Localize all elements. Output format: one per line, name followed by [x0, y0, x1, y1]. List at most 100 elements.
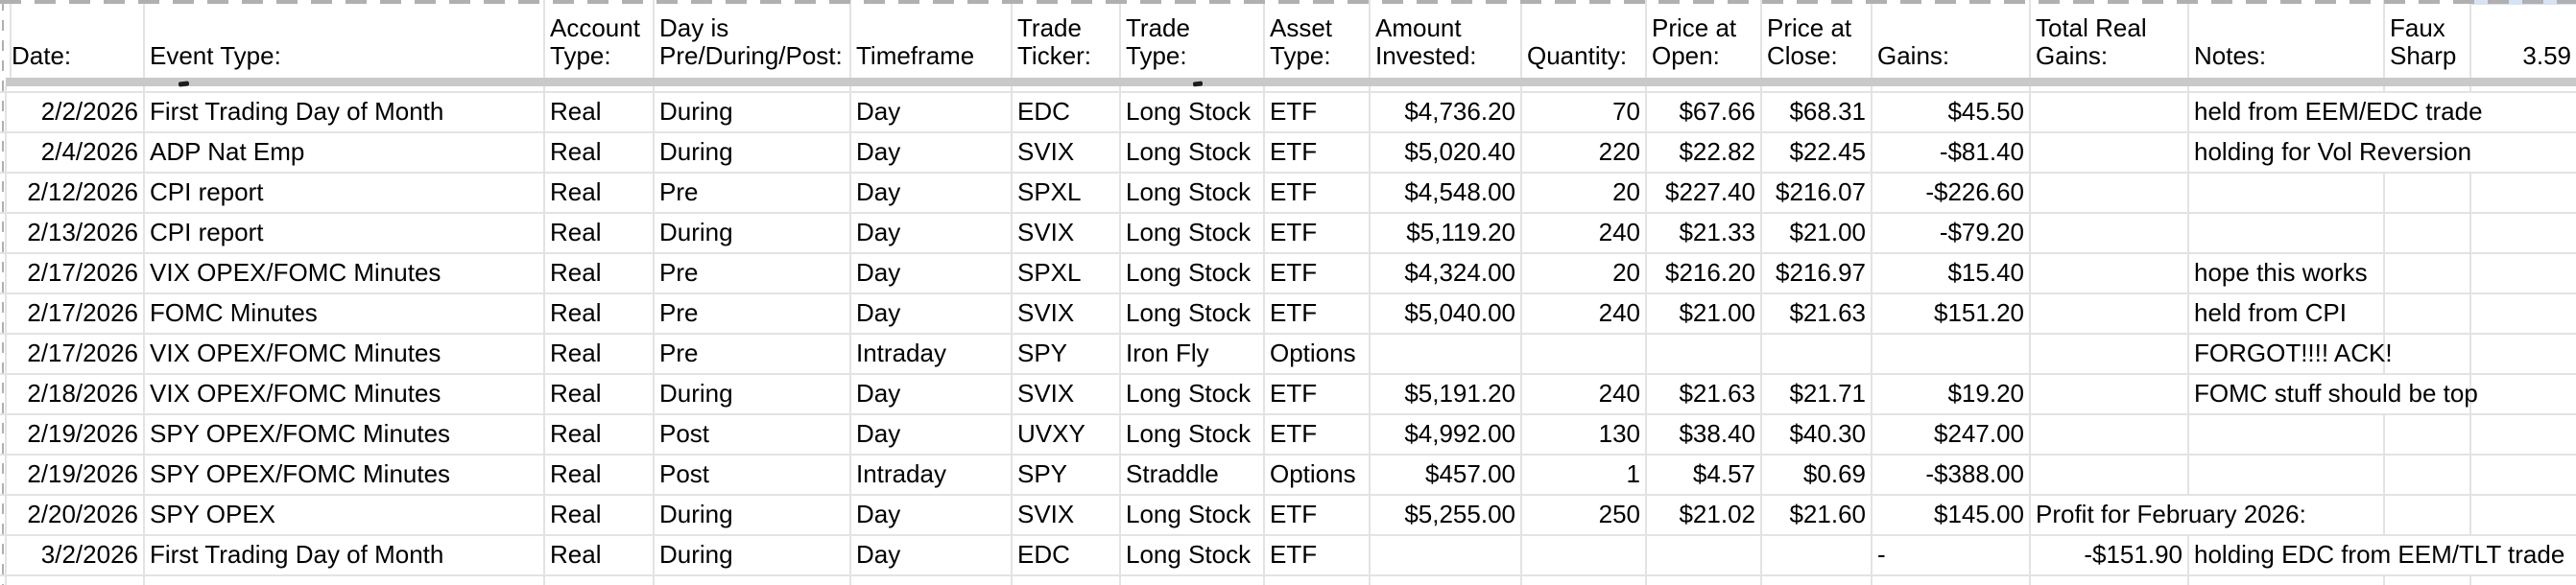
cell-day-phase[interactable]: Pre — [655, 335, 851, 373]
cell-sharpe[interactable] — [2471, 174, 2576, 212]
cell-timeframe[interactable]: Intraday — [851, 335, 1013, 373]
cell-open[interactable]: $67.66 — [1647, 93, 1762, 131]
cell-day-phase[interactable]: During — [655, 375, 851, 413]
header-cell-open[interactable]: Price at Open: — [1647, 0, 1762, 78]
cell-close[interactable]: $216.97 — [1762, 254, 1872, 292]
cell-timeframe[interactable]: Day — [851, 133, 1013, 172]
cell-close[interactable] — [1762, 536, 1872, 574]
cell-open[interactable]: $21.63 — [1647, 375, 1762, 413]
cell-timeframe[interactable]: Day — [851, 294, 1013, 333]
cell-edge[interactable] — [0, 93, 7, 131]
cell-day-phase[interactable]: Pre — [655, 174, 851, 212]
cell-event[interactable]: SPY OPEX — [145, 496, 545, 534]
cell-amount[interactable] — [1371, 86, 1522, 91]
header-cell-edge[interactable] — [0, 0, 12, 78]
cell-total_real[interactable] — [2031, 86, 2189, 91]
cell-notes[interactable] — [2189, 214, 2385, 252]
cell-qty[interactable]: 20 — [1522, 254, 1647, 292]
header-cell-qty[interactable]: Quantity: — [1522, 0, 1647, 78]
cell-edge[interactable] — [0, 576, 7, 585]
cell-notes[interactable] — [2189, 576, 2385, 585]
cell-day-phase[interactable]: Pre — [655, 254, 851, 292]
cell-open[interactable]: $21.02 — [1647, 496, 1762, 534]
cell-ticker[interactable]: EDC — [1013, 536, 1121, 574]
cell-amount[interactable]: $4,992.00 — [1371, 415, 1522, 454]
cell-sharpe[interactable] — [2471, 214, 2576, 252]
cell-total-real-gains[interactable] — [2031, 456, 2189, 494]
cell-gains[interactable]: -$79.20 — [1872, 214, 2031, 252]
cell-faux[interactable] — [2385, 214, 2471, 252]
cell-gains[interactable]: $145.00 — [1872, 496, 2031, 534]
cell-close[interactable]: $21.71 — [1762, 375, 1872, 413]
header-cell-trade_type[interactable]: Trade Type: — [1121, 0, 1265, 78]
cell-account[interactable]: Real — [545, 93, 655, 131]
header-cell-close[interactable]: Price at Close: — [1762, 0, 1872, 78]
cell-account[interactable]: Real — [545, 415, 655, 454]
cell-sharpe[interactable] — [2471, 86, 2576, 91]
cell-qty[interactable]: 70 — [1522, 93, 1647, 131]
cell-sharpe[interactable] — [2471, 496, 2576, 534]
cell-asset[interactable]: Options — [1265, 335, 1371, 373]
cell-ticker[interactable]: UVXY — [1013, 415, 1121, 454]
cell-faux[interactable] — [2385, 335, 2471, 373]
cell-trade-type[interactable]: Long Stock — [1121, 174, 1265, 212]
cell-amount[interactable]: $457.00 — [1371, 456, 1522, 494]
cell-gains[interactable]: -$388.00 — [1872, 456, 2031, 494]
cell-qty[interactable] — [1522, 86, 1647, 91]
cell-edge[interactable] — [0, 375, 7, 413]
cell-date[interactable]: 2/4/2026 — [7, 133, 145, 172]
cell-sharpe[interactable] — [2471, 415, 2576, 454]
cell-qty[interactable]: 220 — [1522, 133, 1647, 172]
cell-date[interactable]: 2/2/2026 — [7, 93, 145, 131]
cell-notes[interactable]: holding EDC from EEM/TLT trade — [2194, 540, 2565, 569]
cell-qty[interactable]: 1 — [1522, 456, 1647, 494]
cell-account[interactable]: Real — [545, 375, 655, 413]
cell-gains[interactable] — [1872, 335, 2031, 373]
cell-date[interactable]: 2/18/2026 — [7, 375, 145, 413]
cell-faux[interactable] — [2385, 86, 2471, 91]
cell-asset[interactable] — [1265, 86, 1371, 91]
header-cell-sharpe[interactable]: 3.59 — [2522, 41, 2571, 70]
cell-trade-type[interactable]: Straddle — [1121, 456, 1265, 494]
cell-timeframe[interactable]: Day — [851, 254, 1013, 292]
cell-total-real-gains[interactable] — [2031, 294, 2189, 333]
cell-date[interactable]: 2/19/2026 — [7, 415, 145, 454]
cell-timeframe[interactable]: Day — [851, 415, 1013, 454]
cell-asset[interactable]: ETF — [1265, 536, 1371, 574]
cell-asset[interactable]: ETF — [1265, 214, 1371, 252]
cell-event[interactable]: SPY OPEX/FOMC Minutes — [145, 415, 545, 454]
cell-date[interactable]: 2/13/2026 — [7, 214, 145, 252]
cell-day-phase[interactable]: During — [655, 133, 851, 172]
header-cell-total_real[interactable]: Total Real Gains: — [2031, 0, 2189, 78]
cell-sharpe[interactable] — [2471, 254, 2576, 292]
cell-sharpe[interactable] — [2471, 335, 2576, 373]
cell-event[interactable]: First Trading Day of Month — [145, 536, 545, 574]
cell-day_phase[interactable] — [655, 576, 851, 585]
cell-timeframe[interactable]: Day — [851, 214, 1013, 252]
cell-day-phase[interactable]: During — [655, 496, 851, 534]
cell-gains[interactable] — [1872, 86, 2031, 91]
cell-edge[interactable] — [0, 294, 7, 333]
cell-qty[interactable] — [1522, 335, 1647, 373]
cell-asset[interactable]: ETF — [1265, 254, 1371, 292]
cell-account[interactable]: Real — [545, 456, 655, 494]
cell-day-phase[interactable]: Post — [655, 456, 851, 494]
cell-event[interactable]: First Trading Day of Month — [145, 93, 545, 131]
cell-timeframe[interactable]: Day — [851, 375, 1013, 413]
cell-faux[interactable] — [2385, 294, 2471, 333]
cell-event[interactable]: CPI report — [145, 214, 545, 252]
cell-amount[interactable]: $5,040.00 — [1371, 294, 1522, 333]
cell-event[interactable]: FOMC Minutes — [145, 294, 545, 333]
cell-event[interactable] — [145, 576, 545, 585]
cell-sharpe[interactable] — [2471, 294, 2576, 333]
cell-close[interactable]: $0.69 — [1762, 456, 1872, 494]
cell-trade-type[interactable]: Long Stock — [1121, 415, 1265, 454]
cell-edge[interactable] — [0, 86, 7, 91]
cell-timeframe[interactable] — [851, 576, 1013, 585]
cell-gains[interactable]: $19.20 — [1872, 375, 2031, 413]
cell-gains[interactable]: - — [1872, 536, 2031, 574]
cell-notes[interactable] — [2189, 86, 2385, 91]
header-cell-event[interactable]: Event Type: — [145, 0, 545, 78]
cell-close[interactable]: $21.00 — [1762, 214, 1872, 252]
cell-trade-type[interactable]: Long Stock — [1121, 536, 1265, 574]
